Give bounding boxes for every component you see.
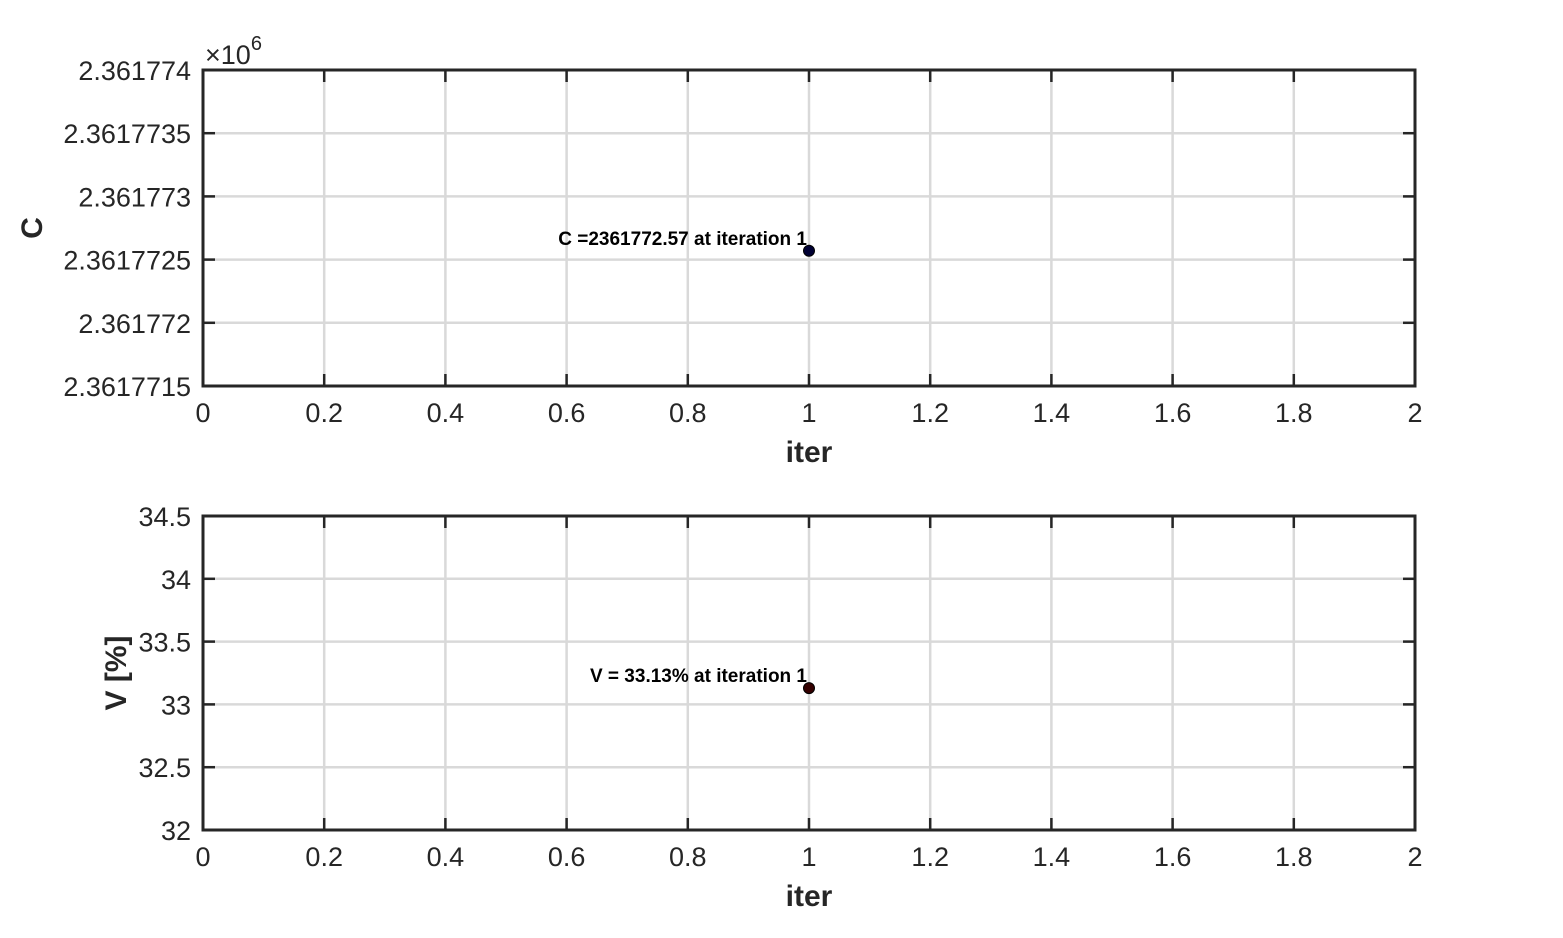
y-tick-label: 2.3617725: [63, 246, 191, 276]
y-tick-label: 32: [161, 816, 191, 846]
x-tick-label: 0.8: [669, 842, 707, 872]
y-axis-label: V [%]: [100, 636, 133, 711]
x-tick-label: 1.4: [1033, 842, 1071, 872]
y-tick-label: 33.5: [138, 628, 191, 658]
x-axis-label: iter: [786, 436, 833, 469]
x-tick-label: 1.6: [1154, 842, 1192, 872]
x-tick-label: 2: [1407, 842, 1422, 872]
y-tick-label: 33: [161, 690, 191, 720]
y-tick-label: 34: [161, 565, 191, 595]
axes-box: [201, 514, 1417, 832]
y-tick-label: 2.361774: [78, 56, 191, 86]
x-tick-label: 2: [1407, 398, 1422, 428]
x-tick-label: 0.6: [548, 398, 586, 428]
data-point: [803, 682, 815, 695]
y-exponent-label: ×106: [205, 33, 262, 70]
y-tick-label: 2.3617715: [63, 372, 191, 402]
x-tick-label: 0: [195, 842, 210, 872]
x-tick-label: 0.6: [548, 842, 586, 872]
x-tick-label: 0.2: [305, 842, 343, 872]
x-tick-label: 1.6: [1154, 398, 1192, 428]
y-tick-label: 2.361773: [78, 182, 191, 212]
top-axes: 0 0.2 0.4 0.6 0.8 1 1.2 1.4 1.6 1.8 2 2.3617715 2.36…: [16, 33, 1423, 469]
data-point: [803, 244, 815, 257]
x-tick-label: 1.8: [1275, 398, 1313, 428]
x-tick-label: 1: [801, 398, 816, 428]
y-tick-label: 34.5: [138, 502, 191, 532]
x-tick-label: 0: [195, 398, 210, 428]
y-tick-label: 2.3617735: [63, 119, 191, 149]
x-tick-label: 0.8: [669, 398, 707, 428]
axes-box: [201, 68, 1417, 388]
data-annotation: V = 33.13% at iteration 1: [590, 666, 807, 687]
y-tick-label: 32.5: [138, 753, 191, 783]
x-tick-label: 1.2: [911, 842, 949, 872]
x-axis-label: iter: [786, 880, 833, 913]
data-annotation: C =2361772.57 at iteration 1: [558, 229, 807, 250]
bottom-axes: 0 0.2 0.4 0.6 0.8 1 1.2 1.4 1.6 1.8 2 32 32.5 33 33.5 3…: [100, 502, 1423, 913]
x-tick-label: 0.4: [427, 398, 465, 428]
y-tick-label: 2.361772: [78, 309, 191, 339]
x-tick-label: 1.2: [911, 398, 949, 428]
x-tick-label: 1.8: [1275, 842, 1313, 872]
x-tick-label: 0.2: [305, 398, 343, 428]
y-axis-label: C: [16, 217, 49, 239]
x-tick-label: 0.4: [427, 842, 465, 872]
x-tick-label: 1: [801, 842, 816, 872]
x-tick-label: 1.4: [1033, 398, 1071, 428]
